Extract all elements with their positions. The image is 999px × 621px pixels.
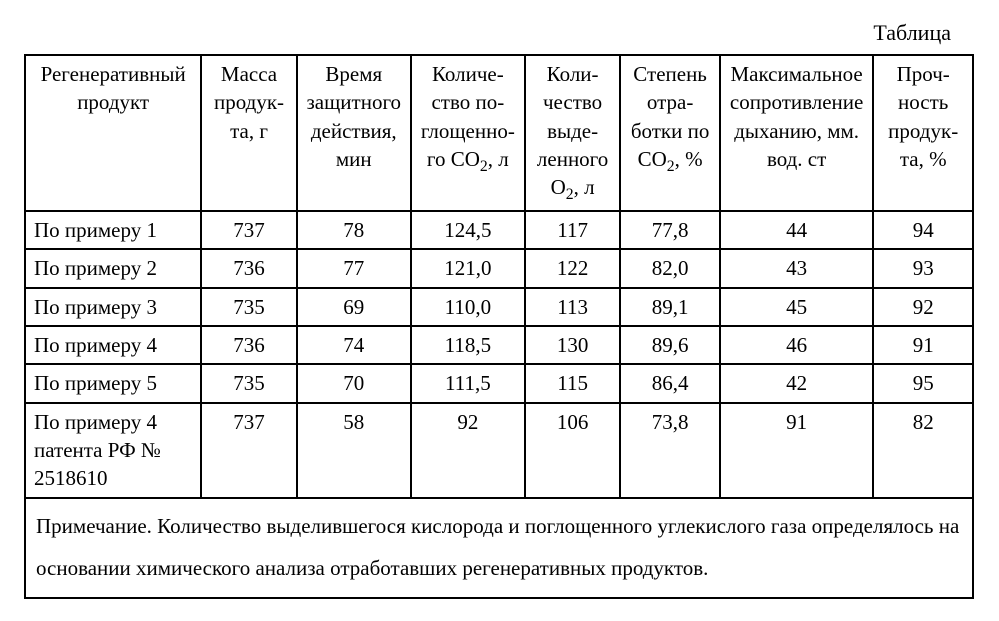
cell-o2: 117 <box>525 211 620 249</box>
header-co2: Количе­ство по­гло­щенно­го CO2, л <box>411 55 525 211</box>
cell-time: 74 <box>297 326 411 364</box>
table-note: Примечание. Количество выделившегося кис… <box>25 498 973 598</box>
header-degree: Сте­пень отра­ботки по CO2, % <box>620 55 720 211</box>
cell-res: 45 <box>720 288 874 326</box>
cell-label: По примеру 4 патента РФ № 2518610 <box>25 403 201 498</box>
cell-str: 91 <box>873 326 973 364</box>
cell-label: По примеру 5 <box>25 364 201 402</box>
header-strength: Проч­ность продук­та, % <box>873 55 973 211</box>
cell-co2: 118,5 <box>411 326 525 364</box>
cell-time: 69 <box>297 288 411 326</box>
cell-res: 91 <box>720 403 874 498</box>
cell-o2: 122 <box>525 249 620 287</box>
cell-co2: 111,5 <box>411 364 525 402</box>
table-row: По примеру 4 736 74 118,5 130 89,6 46 91 <box>25 326 973 364</box>
cell-label: По примеру 2 <box>25 249 201 287</box>
cell-o2: 113 <box>525 288 620 326</box>
cell-mass: 736 <box>201 249 296 287</box>
cell-o2: 115 <box>525 364 620 402</box>
cell-mass: 737 <box>201 211 296 249</box>
cell-deg: 82,0 <box>620 249 720 287</box>
cell-label: По примеру 1 <box>25 211 201 249</box>
cell-res: 43 <box>720 249 874 287</box>
cell-time: 58 <box>297 403 411 498</box>
cell-deg: 77,8 <box>620 211 720 249</box>
table-row: По примеру 4 патента РФ № 2518610 737 58… <box>25 403 973 498</box>
cell-str: 94 <box>873 211 973 249</box>
table-caption: Таблица <box>24 20 951 46</box>
cell-mass: 735 <box>201 288 296 326</box>
cell-co2: 124,5 <box>411 211 525 249</box>
table-row: По примеру 2 736 77 121,0 122 82,0 43 93 <box>25 249 973 287</box>
table-row: По примеру 3 735 69 110,0 113 89,1 45 92 <box>25 288 973 326</box>
cell-time: 78 <box>297 211 411 249</box>
cell-str: 93 <box>873 249 973 287</box>
cell-time: 70 <box>297 364 411 402</box>
cell-deg: 89,1 <box>620 288 720 326</box>
header-o2: Коли­чество выде­лен­ного O2, л <box>525 55 620 211</box>
cell-str: 95 <box>873 364 973 402</box>
cell-res: 46 <box>720 326 874 364</box>
table-header-row: Регенератив­ный продукт Масса продук­та,… <box>25 55 973 211</box>
table-row: По примеру 1 737 78 124,5 117 77,8 44 94 <box>25 211 973 249</box>
cell-str: 82 <box>873 403 973 498</box>
cell-str: 92 <box>873 288 973 326</box>
cell-co2: 121,0 <box>411 249 525 287</box>
header-product: Регенератив­ный продукт <box>25 55 201 211</box>
cell-deg: 86,4 <box>620 364 720 402</box>
header-resistance: Макси­мальное сопротив­ление ды­ханию, м… <box>720 55 874 211</box>
cell-label: По примеру 3 <box>25 288 201 326</box>
table-row: По примеру 5 735 70 111,5 115 86,4 42 95 <box>25 364 973 402</box>
cell-deg: 89,6 <box>620 326 720 364</box>
header-mass: Масса продук­та, г <box>201 55 296 211</box>
cell-o2: 130 <box>525 326 620 364</box>
cell-co2: 92 <box>411 403 525 498</box>
cell-res: 42 <box>720 364 874 402</box>
header-time: Время защитно­го дейст­вия, мин <box>297 55 411 211</box>
cell-mass: 735 <box>201 364 296 402</box>
table-body: По примеру 1 737 78 124,5 117 77,8 44 94… <box>25 211 973 598</box>
data-table: Регенератив­ный продукт Масса продук­та,… <box>24 54 974 599</box>
cell-co2: 110,0 <box>411 288 525 326</box>
cell-deg: 73,8 <box>620 403 720 498</box>
cell-mass: 737 <box>201 403 296 498</box>
cell-o2: 106 <box>525 403 620 498</box>
cell-res: 44 <box>720 211 874 249</box>
cell-time: 77 <box>297 249 411 287</box>
table-note-row: Примечание. Количество выделившегося кис… <box>25 498 973 598</box>
cell-mass: 736 <box>201 326 296 364</box>
cell-label: По примеру 4 <box>25 326 201 364</box>
